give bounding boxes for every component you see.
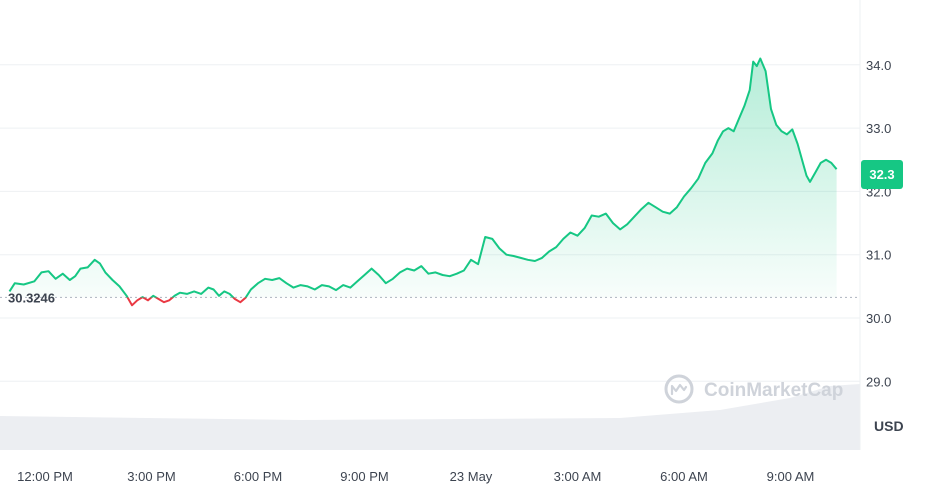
x-tick-label: 9:00 PM bbox=[340, 469, 388, 484]
price-line-below-reference bbox=[126, 297, 247, 307]
price-area-fill bbox=[9, 58, 837, 298]
x-tick-label: 23 May bbox=[450, 469, 493, 484]
x-tick-label: 12:00 PM bbox=[17, 469, 73, 484]
last-price-badge-bg bbox=[861, 160, 903, 189]
x-tick-label: 3:00 PM bbox=[127, 469, 175, 484]
y-tick-label: 29.0 bbox=[866, 374, 891, 389]
watermark-text: CoinMarketCap bbox=[704, 380, 843, 401]
y-tick-label: 33.0 bbox=[866, 121, 891, 136]
coinmarketcap-watermark: CoinMarketCap bbox=[664, 374, 843, 404]
currency-label: USD bbox=[874, 418, 904, 434]
y-axis-ticks: 29.030.031.032.033.034.0 bbox=[866, 58, 891, 389]
x-tick-label: 6:00 AM bbox=[660, 469, 708, 484]
y-tick-label: 34.0 bbox=[866, 58, 891, 73]
volume-area bbox=[0, 384, 860, 450]
grid-lines bbox=[0, 64, 860, 382]
volume-band bbox=[0, 384, 860, 450]
x-tick-label: 3:00 AM bbox=[554, 469, 602, 484]
x-axis-ticks: 12:00 PM 3:00 PM 6:00 PM 9:00 PM 23 May 3:00 … bbox=[17, 469, 814, 484]
x-tick-label: 9:00 AM bbox=[767, 469, 815, 484]
y-tick-label: 31.0 bbox=[866, 248, 891, 263]
last-price-badge: 32.3 bbox=[861, 160, 903, 189]
reference-price-label: 30.3246 bbox=[8, 290, 55, 305]
price-line-above-reference bbox=[8, 57, 838, 298]
coinmarketcap-logo-icon bbox=[664, 374, 694, 404]
last-price-value: 32.3 bbox=[869, 167, 894, 182]
x-tick-label: 6:00 PM bbox=[234, 469, 282, 484]
y-tick-label: 30.0 bbox=[866, 311, 891, 326]
